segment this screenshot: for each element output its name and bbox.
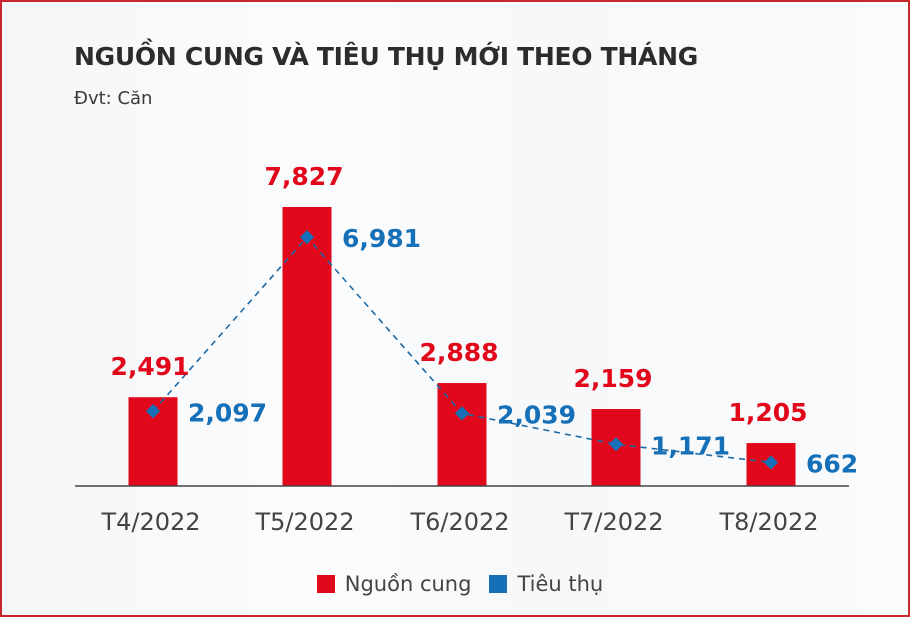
x-tick-label: T6/2022 [409,508,509,536]
supply-value-label: 2,888 [419,338,498,367]
supply-value-label: 2,491 [110,352,189,381]
unit-label: Đvt: Căn [74,88,153,109]
x-tick-label: T7/2022 [563,508,663,536]
consumption-markers [145,230,779,470]
supply-bars [128,207,796,486]
supply-value-label: 7,827 [264,162,343,191]
legend-swatch-supply [316,575,335,593]
supply-bar [282,207,332,486]
consumption-value-label: 6,981 [342,224,421,253]
legend-label-consumption: Tiêu thụ [517,572,604,596]
legend-item-consumption: Tiêu thụ [489,572,603,596]
value-labels: 2,491 2,097 7,827 6,981 2,888 2,039 2,159 1,171… [110,162,858,478]
consumption-value-label: 1,171 [651,431,730,460]
x-tick-labels: T4/2022 T5/2022 T6/2022 T7/2022 T8/2022 [100,508,818,536]
supply-bar [437,383,487,486]
consumption-marker-diamond [763,455,779,470]
x-tick-label: T4/2022 [100,508,200,536]
consumption-marker-diamond [299,230,315,245]
consumption-marker-diamond [454,406,470,421]
supply-value-label: 2,159 [573,364,652,393]
legend-swatch-consumption [489,575,508,593]
consumption-marker-diamond [608,437,624,452]
x-tick-label: T5/2022 [254,508,354,536]
consumption-value-label: 2,097 [188,398,267,427]
legend: Nguồn cung Tiêu thụ [5,572,908,596]
consumption-value-label: 2,039 [497,400,576,429]
supply-value-label: 1,205 [728,398,807,427]
x-tick-label: T8/2022 [718,508,818,536]
consumption-value-label: 662 [806,449,858,478]
legend-label-supply: Nguồn cung [344,572,472,596]
consumption-marker-diamond [145,404,161,419]
legend-item-supply: Nguồn cung [316,572,472,596]
chart-title: NGUỒN CUNG VÀ TIÊU THỤ MỚI THEO THÁNG [74,42,698,71]
